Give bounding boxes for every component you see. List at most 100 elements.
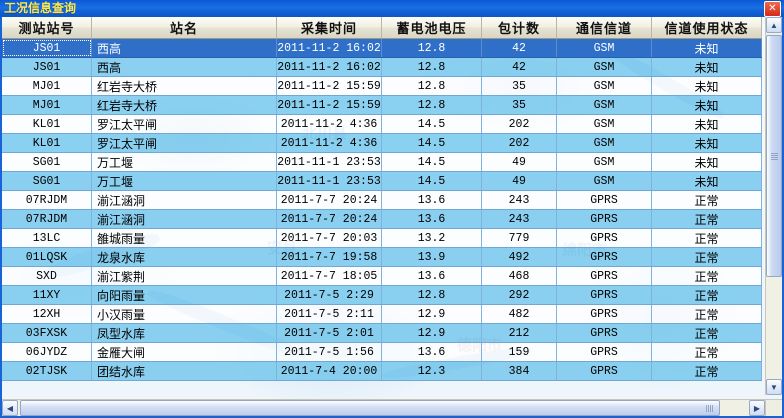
cell-channel-status[interactable]: 正常 xyxy=(652,248,762,266)
cell-collect-time[interactable]: 2011-7-7 18:05 xyxy=(277,267,382,285)
vertical-scroll-thumb[interactable] xyxy=(766,35,782,277)
cell-collect-time[interactable]: 2011-11-2 16:02 xyxy=(277,39,382,57)
cell-battery-voltage[interactable]: 14.5 xyxy=(382,115,482,133)
cell-channel[interactable]: GPRS xyxy=(557,343,652,361)
column-header-channel-status[interactable]: 信道使用状态 xyxy=(652,17,762,38)
cell-packet-count[interactable]: 243 xyxy=(482,210,557,228)
cell-channel[interactable]: GSM xyxy=(557,39,652,57)
cell-station-name[interactable]: 红岩寺大桥 xyxy=(92,96,277,114)
cell-station-id[interactable]: 13LC xyxy=(2,229,92,247)
cell-station-id[interactable]: SG01 xyxy=(2,153,92,171)
column-header-packet-count[interactable]: 包计数 xyxy=(482,17,557,38)
cell-station-name[interactable]: 西高 xyxy=(92,58,277,76)
cell-station-id[interactable]: MJ01 xyxy=(2,96,92,114)
cell-packet-count[interactable]: 779 xyxy=(482,229,557,247)
cell-station-name[interactable]: 凤型水库 xyxy=(92,324,277,342)
cell-channel[interactable]: GPRS xyxy=(557,286,652,304)
cell-battery-voltage[interactable]: 12.8 xyxy=(382,286,482,304)
cell-station-name[interactable]: 湔江紫荆 xyxy=(92,267,277,285)
cell-packet-count[interactable]: 492 xyxy=(482,248,557,266)
cell-battery-voltage[interactable]: 13.9 xyxy=(382,248,482,266)
cell-battery-voltage[interactable]: 13.6 xyxy=(382,191,482,209)
table-row[interactable]: JS01 西高 2011-11-2 16:02 12.8 42 GSM 未知 xyxy=(2,39,762,58)
cell-battery-voltage[interactable]: 12.9 xyxy=(382,324,482,342)
cell-collect-time[interactable]: 2011-11-1 23:53 xyxy=(277,153,382,171)
cell-packet-count[interactable]: 35 xyxy=(482,96,557,114)
cell-collect-time[interactable]: 2011-7-4 20:00 xyxy=(277,362,382,380)
cell-packet-count[interactable]: 212 xyxy=(482,324,557,342)
cell-station-id[interactable]: 12XH xyxy=(2,305,92,323)
cell-station-name[interactable]: 红岩寺大桥 xyxy=(92,77,277,95)
cell-channel-status[interactable]: 正常 xyxy=(652,362,762,380)
cell-collect-time[interactable]: 2011-7-5 2:11 xyxy=(277,305,382,323)
cell-packet-count[interactable]: 49 xyxy=(482,172,557,190)
cell-collect-time[interactable]: 2011-11-2 4:36 xyxy=(277,134,382,152)
cell-station-id[interactable]: 06JYDZ xyxy=(2,343,92,361)
cell-channel[interactable]: GPRS xyxy=(557,229,652,247)
scroll-up-icon[interactable]: ▲ xyxy=(766,17,782,33)
cell-battery-voltage[interactable]: 12.8 xyxy=(382,77,482,95)
cell-channel[interactable]: GSM xyxy=(557,172,652,190)
cell-battery-voltage[interactable]: 12.8 xyxy=(382,96,482,114)
column-header-channel[interactable]: 通信信道 xyxy=(557,17,652,38)
scroll-right-icon[interactable]: ▶ xyxy=(749,400,765,416)
cell-packet-count[interactable]: 159 xyxy=(482,343,557,361)
cell-channel-status[interactable]: 正常 xyxy=(652,305,762,323)
cell-channel[interactable]: GSM xyxy=(557,153,652,171)
cell-collect-time[interactable]: 2011-7-7 19:58 xyxy=(277,248,382,266)
cell-packet-count[interactable]: 35 xyxy=(482,77,557,95)
column-header-collect-time[interactable]: 采集时间 xyxy=(277,17,382,38)
cell-channel-status[interactable]: 未知 xyxy=(652,153,762,171)
cell-channel-status[interactable]: 正常 xyxy=(652,324,762,342)
cell-station-name[interactable]: 湔江涵洞 xyxy=(92,210,277,228)
table-row[interactable]: 02TJSK 团结水库 2011-7-4 20:00 12.3 384 GPRS 正常 xyxy=(2,362,762,381)
scroll-down-icon[interactable]: ▼ xyxy=(766,379,782,395)
cell-channel-status[interactable]: 未知 xyxy=(652,172,762,190)
cell-station-id[interactable]: 03FXSK xyxy=(2,324,92,342)
cell-channel-status[interactable]: 未知 xyxy=(652,77,762,95)
cell-channel-status[interactable]: 正常 xyxy=(652,229,762,247)
cell-station-name[interactable]: 小汉雨量 xyxy=(92,305,277,323)
cell-channel[interactable]: GSM xyxy=(557,77,652,95)
cell-channel-status[interactable]: 正常 xyxy=(652,343,762,361)
table-row[interactable]: KL01 罗江太平闸 2011-11-2 4:36 14.5 202 GSM 未知 xyxy=(2,115,762,134)
table-row[interactable]: SG01 万工堰 2011-11-1 23:53 14.5 49 GSM 未知 xyxy=(2,153,762,172)
cell-collect-time[interactable]: 2011-7-7 20:03 xyxy=(277,229,382,247)
cell-station-id[interactable]: KL01 xyxy=(2,115,92,133)
cell-battery-voltage[interactable]: 13.6 xyxy=(382,267,482,285)
cell-channel-status[interactable]: 未知 xyxy=(652,39,762,57)
cell-channel[interactable]: GSM xyxy=(557,134,652,152)
cell-station-id[interactable]: KL01 xyxy=(2,134,92,152)
cell-station-id[interactable]: MJ01 xyxy=(2,77,92,95)
table-row[interactable]: JS01 西高 2011-11-2 16:02 12.8 42 GSM 未知 xyxy=(2,58,762,77)
cell-packet-count[interactable]: 482 xyxy=(482,305,557,323)
cell-channel-status[interactable]: 未知 xyxy=(652,58,762,76)
table-row[interactable]: 12XH 小汉雨量 2011-7-5 2:11 12.9 482 GPRS 正常 xyxy=(2,305,762,324)
cell-station-name[interactable]: 万工堰 xyxy=(92,153,277,171)
cell-battery-voltage[interactable]: 14.5 xyxy=(382,153,482,171)
cell-collect-time[interactable]: 2011-11-2 16:02 xyxy=(277,58,382,76)
cell-battery-voltage[interactable]: 13.6 xyxy=(382,343,482,361)
cell-battery-voltage[interactable]: 12.9 xyxy=(382,305,482,323)
cell-channel-status[interactable]: 正常 xyxy=(652,267,762,285)
cell-battery-voltage[interactable]: 14.5 xyxy=(382,134,482,152)
cell-station-name[interactable]: 罗江太平闸 xyxy=(92,134,277,152)
cell-station-name[interactable]: 团结水库 xyxy=(92,362,277,380)
cell-channel[interactable]: GSM xyxy=(557,115,652,133)
cell-station-id[interactable]: SG01 xyxy=(2,172,92,190)
cell-station-id[interactable]: 07RJDM xyxy=(2,210,92,228)
cell-station-name[interactable]: 向阳雨量 xyxy=(92,286,277,304)
horizontal-scroll-thumb[interactable] xyxy=(20,400,720,416)
cell-station-name[interactable]: 金雁大闸 xyxy=(92,343,277,361)
table-row[interactable]: 11XY 向阳雨量 2011-7-5 2:29 12.8 292 GPRS 正常 xyxy=(2,286,762,305)
cell-battery-voltage[interactable]: 14.5 xyxy=(382,172,482,190)
cell-collect-time[interactable]: 2011-7-7 20:24 xyxy=(277,210,382,228)
cell-station-id[interactable]: 01LQSK xyxy=(2,248,92,266)
cell-battery-voltage[interactable]: 12.8 xyxy=(382,39,482,57)
cell-packet-count[interactable]: 202 xyxy=(482,134,557,152)
cell-station-id[interactable]: 02TJSK xyxy=(2,362,92,380)
cell-station-name[interactable]: 湔江涵洞 xyxy=(92,191,277,209)
table-row[interactable]: MJ01 红岩寺大桥 2011-11-2 15:59 12.8 35 GSM 未知 xyxy=(2,96,762,115)
cell-packet-count[interactable]: 202 xyxy=(482,115,557,133)
table-row[interactable]: 06JYDZ 金雁大闸 2011-7-5 1:56 13.6 159 GPRS 正常 xyxy=(2,343,762,362)
